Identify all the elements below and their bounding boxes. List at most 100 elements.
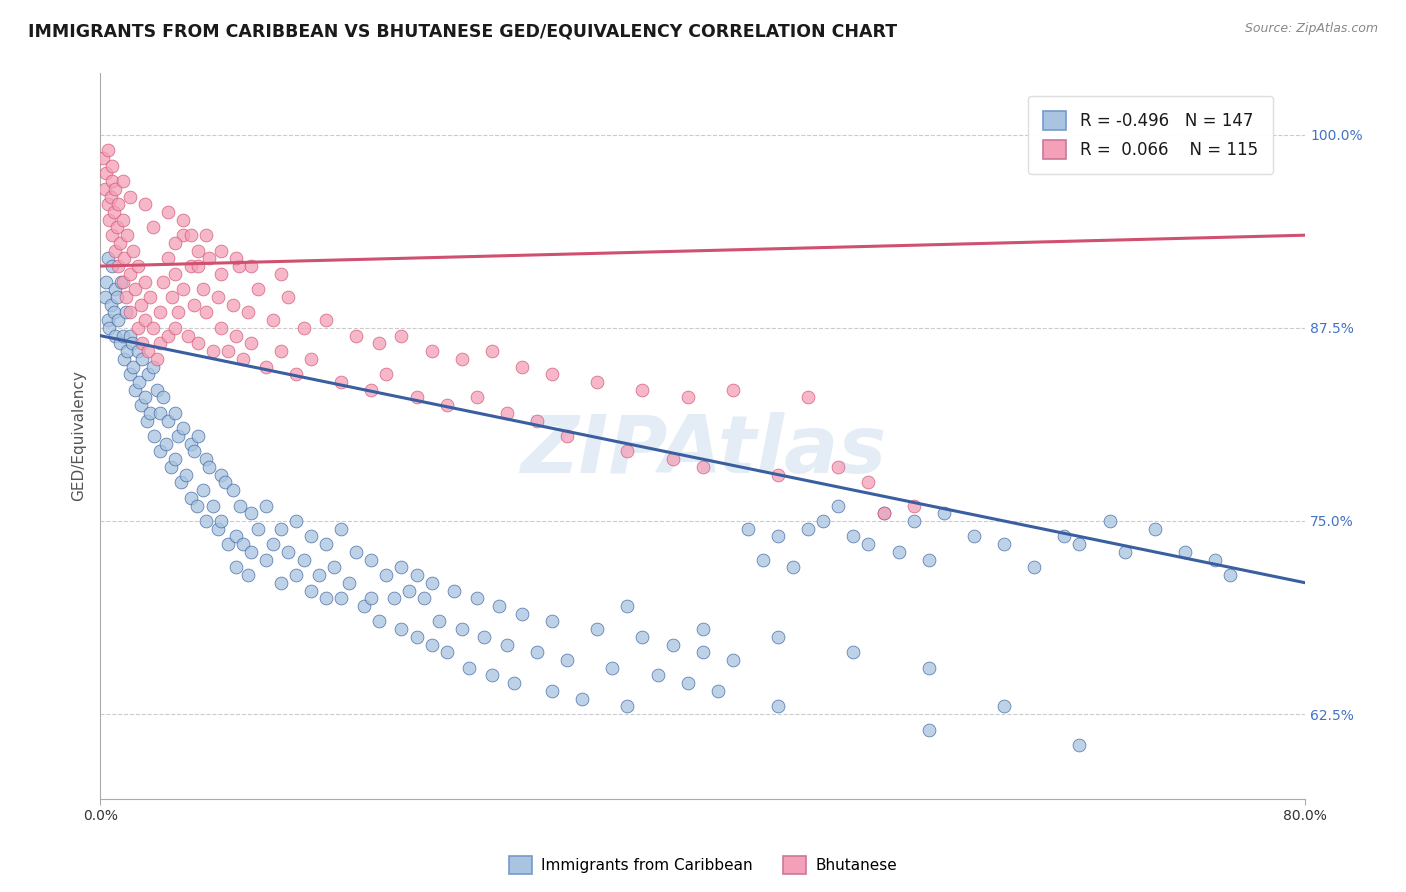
Point — [120, 305, 142, 319]
Point — [737, 522, 759, 536]
Point — [180, 228, 202, 243]
Point — [91, 151, 114, 165]
Point — [134, 197, 156, 211]
Point — [165, 321, 187, 335]
Point — [127, 259, 149, 273]
Point — [330, 522, 353, 536]
Point — [209, 321, 232, 335]
Point — [122, 244, 145, 258]
Point — [465, 591, 488, 606]
Point — [187, 336, 209, 351]
Point — [117, 344, 139, 359]
Point — [236, 305, 259, 319]
Point — [270, 344, 292, 359]
Point — [270, 267, 292, 281]
Point — [228, 259, 250, 273]
Point — [277, 290, 299, 304]
Point — [103, 305, 125, 319]
Point — [918, 723, 941, 737]
Point — [292, 321, 315, 335]
Point — [413, 591, 436, 606]
Point — [1098, 514, 1121, 528]
Point — [149, 305, 172, 319]
Point — [180, 259, 202, 273]
Point — [842, 529, 865, 543]
Point — [254, 359, 277, 374]
Point — [465, 391, 488, 405]
Point — [782, 560, 804, 574]
Point — [526, 413, 548, 427]
Point — [1024, 560, 1046, 574]
Point — [135, 413, 157, 427]
Point — [292, 552, 315, 566]
Point — [315, 537, 337, 551]
Point — [391, 622, 413, 636]
Point — [172, 421, 194, 435]
Point — [103, 205, 125, 219]
Point — [172, 228, 194, 243]
Point — [120, 368, 142, 382]
Point — [97, 313, 120, 327]
Point — [134, 313, 156, 327]
Point — [225, 529, 247, 543]
Point — [128, 375, 150, 389]
Text: ZIPAtlas: ZIPAtlas — [520, 411, 886, 490]
Point — [202, 499, 225, 513]
Point — [918, 661, 941, 675]
Point — [602, 661, 624, 675]
Point — [170, 475, 193, 490]
Point — [131, 336, 153, 351]
Point — [616, 699, 638, 714]
Point — [481, 344, 503, 359]
Point — [420, 344, 443, 359]
Point — [752, 552, 775, 566]
Point — [172, 212, 194, 227]
Point — [105, 290, 128, 304]
Point — [436, 398, 458, 412]
Point — [262, 537, 284, 551]
Point — [262, 313, 284, 327]
Point — [105, 220, 128, 235]
Point — [481, 668, 503, 682]
Point — [315, 313, 337, 327]
Point — [510, 607, 533, 621]
Point — [1143, 522, 1166, 536]
Point — [146, 383, 169, 397]
Point — [1069, 738, 1091, 752]
Point — [108, 336, 131, 351]
Point — [114, 305, 136, 319]
Point — [450, 622, 472, 636]
Point — [197, 459, 219, 474]
Point — [194, 514, 217, 528]
Point — [887, 545, 910, 559]
Point — [541, 684, 564, 698]
Point — [167, 305, 190, 319]
Point — [285, 368, 308, 382]
Point — [299, 529, 322, 543]
Point — [813, 514, 835, 528]
Point — [391, 560, 413, 574]
Point — [117, 228, 139, 243]
Legend: R = -0.496   N = 147, R =  0.066    N = 115: R = -0.496 N = 147, R = 0.066 N = 115 — [1028, 95, 1272, 174]
Point — [239, 545, 262, 559]
Point — [101, 259, 124, 273]
Point — [586, 375, 609, 389]
Point — [112, 351, 135, 366]
Point — [101, 228, 124, 243]
Point — [571, 691, 593, 706]
Point — [187, 244, 209, 258]
Point — [225, 252, 247, 266]
Point — [458, 661, 481, 675]
Point — [162, 290, 184, 304]
Point — [766, 529, 789, 543]
Point — [101, 159, 124, 173]
Point — [541, 368, 564, 382]
Point — [1114, 545, 1136, 559]
Point — [97, 143, 120, 157]
Point — [661, 452, 683, 467]
Point — [138, 344, 160, 359]
Point — [239, 506, 262, 520]
Point — [842, 645, 865, 659]
Point — [616, 444, 638, 458]
Point — [661, 638, 683, 652]
